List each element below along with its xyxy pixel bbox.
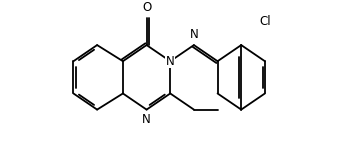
Text: Cl: Cl: [259, 15, 271, 28]
Text: N: N: [142, 113, 151, 126]
Text: N: N: [166, 55, 174, 68]
Text: O: O: [142, 1, 151, 14]
Text: N: N: [190, 28, 198, 41]
